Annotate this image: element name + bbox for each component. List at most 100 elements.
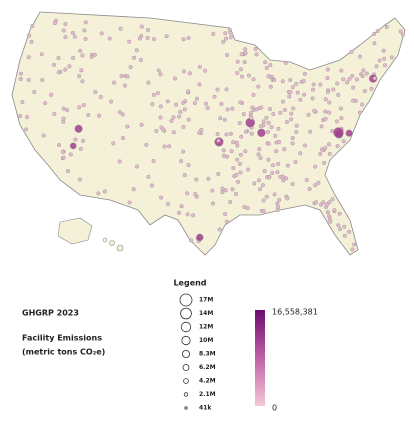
facility-dot [253, 46, 258, 51]
facility-dot [68, 152, 73, 157]
facility-dot [230, 187, 235, 192]
facility-dot [70, 30, 75, 35]
facility-dot [125, 124, 130, 129]
facility-dot [61, 155, 66, 160]
facility-dot [327, 110, 332, 115]
facility-dot [298, 97, 303, 102]
facility-dot [294, 123, 299, 128]
facility-dot [190, 213, 195, 218]
facility-dot [98, 94, 103, 99]
facility-dot [224, 132, 229, 137]
facility-dot [258, 155, 263, 160]
facility-dot [322, 160, 327, 165]
facility-dot [263, 60, 268, 65]
facility-dot [77, 177, 82, 182]
facility-dot [271, 163, 276, 168]
facility-dot [318, 82, 323, 87]
facility-dot [43, 101, 48, 106]
facility-dot [354, 77, 359, 82]
facility-dot [65, 108, 70, 113]
facility-dot [93, 90, 98, 95]
facility-dot [331, 87, 336, 92]
facility-dot [239, 134, 244, 139]
facility-dot [151, 92, 156, 97]
size-swatch [180, 307, 192, 320]
facility-dot [351, 85, 356, 90]
facility-dot [251, 92, 256, 97]
facility-dot [266, 120, 271, 125]
facility-dot [276, 126, 281, 131]
facility-dot [27, 33, 32, 38]
facility-dot [337, 211, 342, 216]
facility-dot [146, 174, 151, 179]
facility-dot [237, 121, 242, 126]
facility-dot [311, 82, 316, 87]
size-legend: 17M 14M 12M 10M 8.3M 6.2M 4.2M 2.1M 41k [179, 293, 216, 412]
facility-dot [372, 41, 377, 46]
facility-dot [333, 127, 344, 138]
facility-dot [216, 171, 221, 176]
facility-dot [56, 70, 61, 75]
facility-dot [398, 29, 403, 34]
facility-dot [246, 73, 251, 78]
facility-dot [347, 229, 352, 234]
size-swatch [180, 321, 192, 333]
facility-dot [231, 166, 236, 171]
size-label: 2.1M [199, 391, 216, 398]
facility-dot [127, 200, 132, 205]
facility-dot [256, 84, 261, 89]
facility-dot [174, 102, 179, 107]
facility-dot [197, 64, 202, 69]
facility-dot [18, 77, 23, 82]
facility-dot [128, 65, 133, 70]
facility-dot [278, 110, 283, 115]
facility-dot [61, 28, 66, 33]
facility-dot [239, 52, 244, 57]
facility-dot [327, 200, 332, 205]
facility-dot [290, 182, 295, 187]
size-label: 8.3M [199, 351, 216, 358]
facility-dot [72, 34, 77, 39]
facility-dot [146, 27, 151, 32]
facility-dot [372, 76, 377, 81]
facility-dot [117, 159, 122, 164]
facility-dot [319, 202, 324, 207]
facility-dot [238, 100, 243, 105]
facility-dot [39, 52, 44, 57]
facility-dot [221, 148, 226, 153]
facility-dot [169, 118, 174, 123]
facility-dot [341, 77, 346, 82]
facility-dot [210, 188, 215, 193]
facility-dot [285, 196, 290, 201]
facility-dot [341, 139, 346, 144]
facility-dot [323, 145, 328, 150]
facility-dot [216, 138, 221, 143]
facility-dot [285, 119, 290, 124]
facility-dot [259, 105, 264, 110]
facility-dot [270, 170, 275, 175]
facility-dot [186, 89, 191, 94]
facility-dot [131, 187, 136, 192]
facility-dot [172, 76, 177, 81]
facility-dot [158, 72, 163, 77]
facility-dot [194, 96, 199, 101]
facility-dot [302, 143, 307, 148]
facility-dot [243, 129, 248, 134]
facility-dot [158, 104, 163, 109]
facility-dot [245, 206, 250, 211]
facility-dot [233, 191, 238, 196]
facility-dot [289, 117, 294, 122]
facility-dot [165, 99, 170, 104]
facility-dot [330, 197, 335, 202]
facility-dot [138, 58, 143, 63]
facility-dot [134, 164, 139, 169]
facility-dot [357, 110, 362, 115]
facility-dot [225, 107, 230, 112]
facility-dot [295, 90, 300, 95]
facility-dot [215, 131, 220, 136]
size-label: 4.2M [199, 378, 216, 385]
facility-dot [99, 31, 104, 36]
facility-dot [254, 52, 259, 57]
facility-dot [78, 48, 83, 53]
facility-dot [285, 163, 290, 168]
